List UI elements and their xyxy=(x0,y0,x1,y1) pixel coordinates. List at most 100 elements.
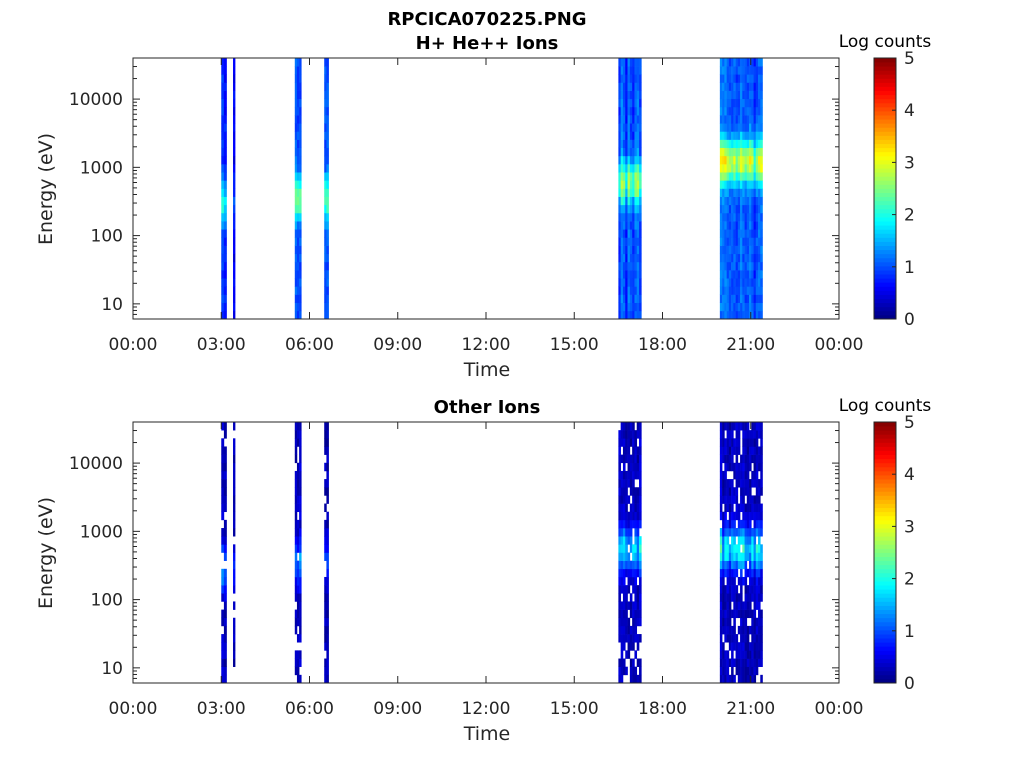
spectrogram-cell xyxy=(722,609,725,619)
spectrogram-cell xyxy=(728,576,732,586)
spectrogram-cell xyxy=(744,58,748,67)
spectrogram-cell xyxy=(724,106,727,116)
spectrogram-cell xyxy=(751,479,754,488)
colorbar-segment xyxy=(874,119,896,124)
spectrogram-cell xyxy=(760,528,763,537)
spectrogram-cell xyxy=(751,164,754,173)
spectrogram-cell xyxy=(753,212,757,222)
spectrogram-cell xyxy=(746,123,750,132)
spectrogram-cell xyxy=(760,196,763,206)
spectrogram-cell xyxy=(755,237,759,246)
spectrogram-cell xyxy=(639,674,642,684)
spectrogram-cell xyxy=(632,495,635,504)
spectrogram-cell xyxy=(625,66,628,75)
spectrogram-cell xyxy=(758,528,761,537)
spectrogram-cell xyxy=(629,180,633,189)
spectrogram-cell xyxy=(639,310,642,320)
spectrogram-cell xyxy=(751,261,754,271)
spectrogram-cell xyxy=(622,511,626,521)
spectrogram-cell xyxy=(760,98,763,108)
spectrogram-cell xyxy=(629,270,633,279)
spectrogram-cell xyxy=(753,66,757,75)
spectrogram-cell xyxy=(744,294,748,303)
spectrogram-cell xyxy=(746,147,750,157)
colorbar-segment xyxy=(874,159,896,165)
spectrogram-cell xyxy=(223,552,227,561)
spectrogram-cell xyxy=(296,310,300,320)
spectrogram-cell xyxy=(233,470,236,480)
spectrogram-cell xyxy=(221,294,225,303)
spectrogram-cell xyxy=(760,552,763,561)
spectrogram-cell xyxy=(758,446,761,455)
spectrogram-cell xyxy=(223,503,227,513)
spectrogram-cell xyxy=(296,90,300,100)
spectrogram-cell xyxy=(719,82,723,91)
spectrogram-cell xyxy=(722,511,725,521)
spectrogram-cell xyxy=(618,286,621,295)
spectrogram-cell xyxy=(742,430,745,439)
colorbar-tick-label: 1 xyxy=(904,258,915,278)
spectrogram-cell xyxy=(749,164,752,173)
spectrogram-cell xyxy=(294,139,298,149)
spectrogram-cell xyxy=(735,188,739,197)
spectrogram-cell xyxy=(740,237,743,246)
spectrogram-cell xyxy=(627,286,631,295)
spectrogram-cell xyxy=(326,625,329,635)
spectrogram-cell xyxy=(733,609,736,619)
spectrogram-cell xyxy=(737,519,741,529)
spectrogram-cell xyxy=(719,674,723,684)
spectrogram-cell xyxy=(326,446,329,455)
spectrogram-cell xyxy=(760,270,763,279)
spectrogram-cell xyxy=(299,123,302,132)
spectrogram-cell xyxy=(639,560,642,570)
spectrogram-cell xyxy=(326,617,329,627)
spectrogram-cell xyxy=(749,479,752,488)
spectrogram-cell xyxy=(733,66,736,75)
spectrogram-cell xyxy=(724,66,727,75)
spectrogram-cell xyxy=(728,438,732,447)
spectrogram-cell xyxy=(755,634,759,643)
spectrogram-cell xyxy=(722,155,725,165)
spectrogram-cell xyxy=(636,560,640,570)
colorbar-segment xyxy=(874,475,896,480)
spectrogram-cell xyxy=(629,470,633,480)
colorbar-segment xyxy=(874,196,896,202)
spectrogram-cell xyxy=(731,310,734,320)
spectrogram-cell xyxy=(746,511,750,521)
spectrogram-cell xyxy=(622,261,626,271)
spectrogram-cell xyxy=(755,58,759,67)
spectrogram-cell xyxy=(223,585,227,594)
spectrogram-cell xyxy=(744,229,748,238)
spectrogram-cell xyxy=(324,82,327,91)
spectrogram-cell xyxy=(755,560,759,570)
spectrogram-cell xyxy=(223,221,227,230)
spectrogram-cell xyxy=(737,253,741,263)
colorbar-segment xyxy=(874,654,896,659)
spectrogram-cell xyxy=(221,503,225,513)
spectrogram-cell xyxy=(625,609,628,619)
spectrogram-cell xyxy=(221,658,225,667)
spectrogram-cell xyxy=(740,294,743,303)
spectrogram-cell xyxy=(749,666,752,676)
spectrogram-cell xyxy=(744,204,748,214)
spectrogram-cell xyxy=(726,503,730,513)
spectrogram-cell xyxy=(627,479,631,488)
spectrogram-cell xyxy=(760,294,763,303)
spectrogram-cell xyxy=(324,115,327,124)
spectrogram-cell xyxy=(742,204,745,214)
spectrogram-cell xyxy=(744,430,748,439)
spectrogram-cell xyxy=(719,58,723,67)
spectrogram-cell xyxy=(751,286,754,295)
spectrogram-cell xyxy=(755,188,759,197)
spectrogram-cell xyxy=(724,585,727,594)
colorbar-tick-label: 1 xyxy=(904,622,915,642)
spectrogram-cell xyxy=(746,229,750,238)
spectrogram-cell xyxy=(751,180,754,189)
spectrogram-cell xyxy=(622,66,626,75)
spectrogram-cell xyxy=(632,302,635,312)
spectrogram-cell xyxy=(627,601,631,610)
spectrogram-cell xyxy=(722,302,725,312)
colorbar-segment xyxy=(874,139,896,145)
colorbar-segment xyxy=(874,442,896,447)
spectrogram-cell xyxy=(324,196,327,206)
